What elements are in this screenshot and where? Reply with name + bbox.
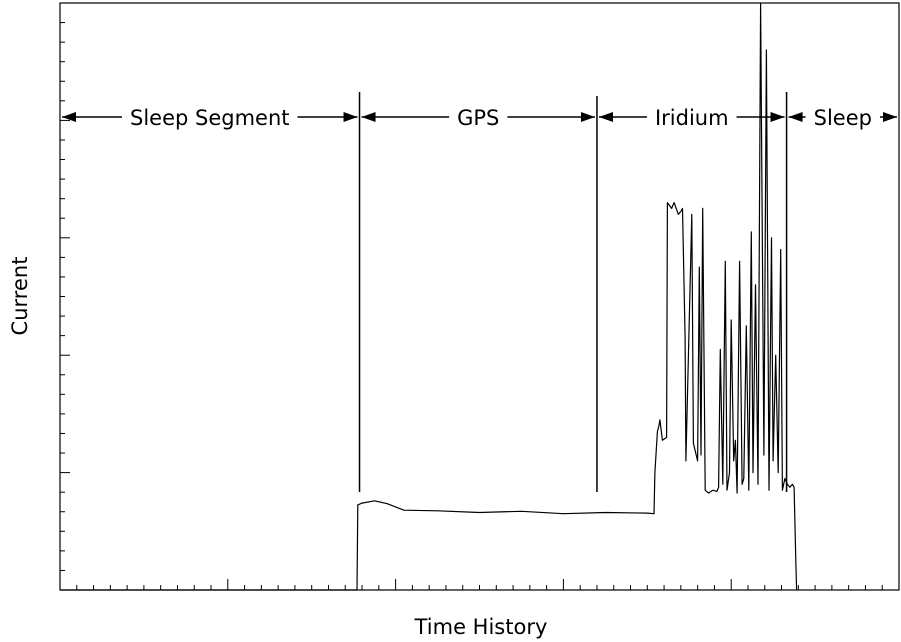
- y-axis-label: Current: [8, 257, 32, 336]
- arrowhead-left: [788, 112, 803, 122]
- series-line: [60, 2, 798, 591]
- segment-annotations: Sleep Segment GPS Iridium Sleep: [62, 106, 897, 130]
- plot-frame: [59, 2, 900, 591]
- segment-markers: [358, 92, 788, 492]
- segment-label: Sleep: [814, 106, 872, 130]
- segment-label: GPS: [457, 106, 499, 130]
- series-group: [60, 2, 798, 591]
- arrowhead-left: [62, 112, 76, 122]
- segment-label: Sleep Segment: [130, 106, 290, 130]
- arrowhead-right: [343, 112, 358, 122]
- axes: [59, 2, 900, 591]
- arrowhead-right: [883, 112, 897, 122]
- arrowhead-left: [361, 112, 376, 122]
- arrowhead-left: [598, 112, 613, 122]
- arrowhead-right: [770, 112, 785, 122]
- x-axis-label: Time History: [414, 615, 548, 639]
- segment-label: Iridium: [655, 106, 729, 130]
- arrowhead-right: [580, 112, 595, 122]
